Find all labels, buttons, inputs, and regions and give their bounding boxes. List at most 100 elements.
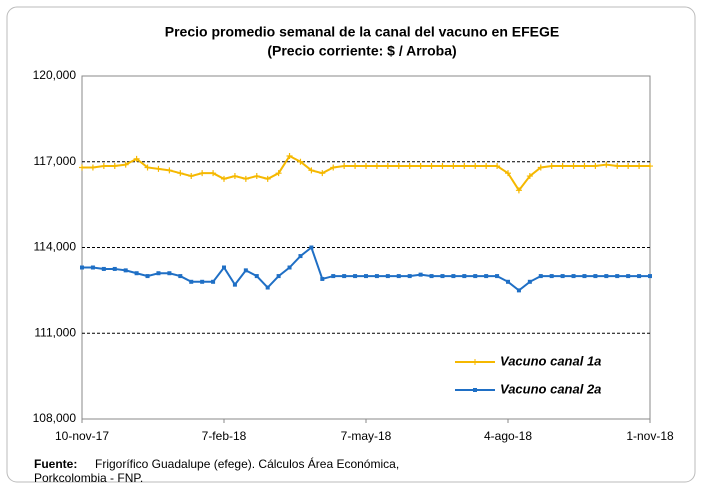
marker bbox=[352, 163, 359, 170]
marker bbox=[309, 245, 314, 250]
marker bbox=[417, 163, 424, 170]
marker bbox=[297, 158, 304, 165]
marker bbox=[155, 165, 162, 172]
marker bbox=[625, 163, 632, 170]
chart-subtitle: (Precio corriente: $ / Arroba) bbox=[267, 43, 456, 59]
y-tick-label: 117,000 bbox=[34, 154, 77, 168]
marker bbox=[581, 163, 588, 170]
marker bbox=[506, 279, 510, 284]
marker bbox=[592, 163, 599, 170]
marker bbox=[123, 268, 128, 273]
marker bbox=[353, 274, 358, 279]
legend-marker bbox=[473, 388, 477, 392]
marker bbox=[636, 163, 643, 170]
marker bbox=[548, 163, 555, 170]
marker bbox=[439, 163, 446, 170]
marker bbox=[253, 173, 260, 180]
marker bbox=[133, 155, 140, 162]
marker bbox=[604, 274, 609, 279]
marker bbox=[331, 274, 336, 279]
marker bbox=[275, 170, 282, 177]
y-tick-label: 114,000 bbox=[34, 240, 77, 254]
marker bbox=[418, 272, 423, 277]
marker bbox=[428, 163, 435, 170]
marker bbox=[320, 276, 325, 281]
y-tick-label: 108,000 bbox=[33, 411, 77, 425]
marker bbox=[429, 274, 434, 279]
x-tick-label: 7-feb-18 bbox=[202, 429, 247, 443]
marker bbox=[231, 173, 238, 180]
marker bbox=[495, 274, 500, 279]
marker bbox=[79, 164, 85, 171]
marker bbox=[80, 265, 84, 270]
marker bbox=[242, 175, 249, 182]
marker bbox=[582, 274, 587, 279]
marker bbox=[615, 274, 620, 279]
marker bbox=[647, 163, 653, 170]
marker bbox=[188, 173, 195, 180]
marker bbox=[189, 279, 194, 284]
marker bbox=[341, 163, 348, 170]
marker bbox=[287, 265, 292, 270]
marker bbox=[483, 163, 490, 170]
marker bbox=[472, 163, 479, 170]
marker bbox=[560, 274, 565, 279]
marker bbox=[384, 163, 391, 170]
source: Frigorífico Guadalupe (efege). Cálculos … bbox=[95, 456, 399, 471]
marker bbox=[308, 167, 315, 174]
marker bbox=[134, 271, 139, 276]
marker bbox=[373, 163, 380, 170]
marker bbox=[178, 274, 183, 279]
marker bbox=[342, 274, 347, 279]
x-tick-label: 10-nov-17 bbox=[55, 429, 109, 443]
marker bbox=[406, 163, 413, 170]
marker bbox=[538, 274, 543, 279]
marker bbox=[265, 285, 270, 290]
marker bbox=[603, 161, 610, 168]
marker bbox=[637, 274, 642, 279]
marker bbox=[374, 274, 379, 279]
marker bbox=[222, 265, 226, 270]
marker bbox=[473, 274, 478, 279]
x-tick-label: 7-may-18 bbox=[341, 429, 392, 443]
marker bbox=[89, 164, 96, 171]
marker bbox=[276, 274, 281, 279]
marker bbox=[462, 274, 467, 279]
marker bbox=[264, 175, 271, 182]
marker bbox=[648, 274, 652, 279]
marker bbox=[111, 163, 118, 170]
marker bbox=[440, 274, 445, 279]
legend-label: Vacuno canal 1a bbox=[500, 353, 601, 368]
marker bbox=[232, 282, 237, 287]
marker bbox=[243, 268, 248, 273]
frame bbox=[6, 6, 696, 483]
marker bbox=[385, 274, 390, 279]
marker bbox=[112, 266, 117, 271]
marker bbox=[319, 170, 326, 177]
legend-marker bbox=[472, 359, 478, 365]
marker bbox=[505, 170, 511, 177]
marker bbox=[451, 274, 456, 279]
marker bbox=[100, 163, 107, 170]
marker bbox=[537, 164, 544, 171]
marker bbox=[450, 163, 457, 170]
marker bbox=[614, 163, 621, 170]
marker bbox=[515, 187, 522, 194]
marker bbox=[516, 288, 521, 293]
marker bbox=[144, 164, 151, 171]
marker bbox=[211, 279, 216, 284]
marker bbox=[210, 170, 217, 177]
marker bbox=[396, 274, 401, 279]
marker bbox=[167, 271, 172, 276]
marker bbox=[156, 271, 161, 276]
marker bbox=[494, 163, 501, 170]
marker bbox=[166, 167, 173, 174]
marker bbox=[559, 163, 566, 170]
marker bbox=[549, 274, 554, 279]
source-label: Fuente: bbox=[34, 457, 77, 471]
marker bbox=[145, 274, 150, 279]
source: Porkcolombia - FNP. bbox=[34, 471, 143, 485]
marker bbox=[571, 274, 576, 279]
marker bbox=[364, 274, 368, 279]
y-tick-label: 111,000 bbox=[34, 325, 76, 339]
